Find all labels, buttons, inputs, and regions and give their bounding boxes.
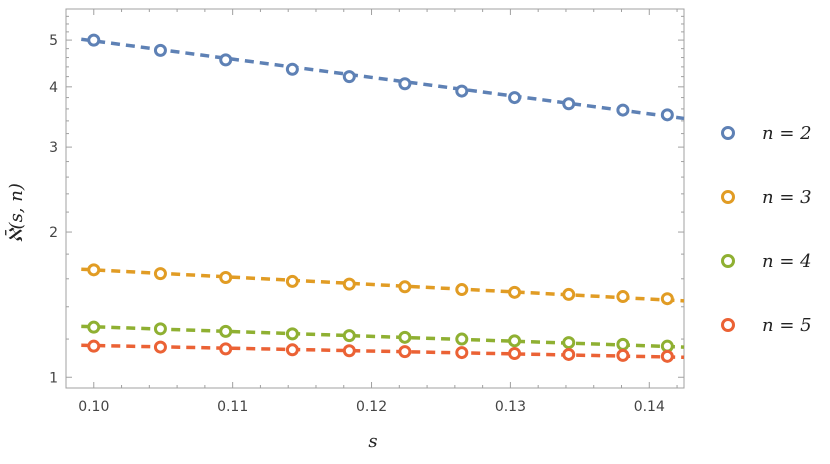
data-point [660,292,674,306]
data-point [153,340,167,354]
data-point [87,339,101,353]
data-point [87,263,101,277]
data-point [398,330,412,344]
legend-label: n = 3 [762,187,812,208]
data-point [398,280,412,294]
data-point [508,91,522,105]
x-tick-label: 0.11 [217,399,248,415]
data-point [616,337,630,351]
data-point [616,290,630,304]
data-point [153,322,167,336]
data-point [87,33,101,47]
data-point [342,277,356,291]
legend-label: n = 2 [762,123,812,144]
data-point [660,349,674,363]
x-tick-label: 0.13 [495,399,526,415]
plot-frame [65,8,685,389]
data-point [562,347,576,361]
data-point [342,329,356,343]
data-point [285,343,299,357]
series-layer [81,33,685,363]
data-point [342,70,356,84]
legend: n = 2 n = 3 n = 4 n = 5 [721,123,812,336]
legend-label: n = 5 [762,315,812,336]
x-tick-label: 0.10 [78,399,109,415]
data-point [508,347,522,361]
data-point [660,108,674,122]
data-point [455,332,469,346]
data-point [660,339,674,353]
series-fit-line [81,343,685,360]
data-point [285,327,299,341]
legend-label: n = 4 [762,251,812,272]
x-tick-label: 0.12 [356,399,387,415]
y-tick-label: 5 [49,33,58,49]
y-tick-label: 3 [49,140,58,156]
data-point [398,77,412,91]
y-tick-label: 2 [49,225,58,241]
data-point [219,324,233,338]
data-point [219,342,233,356]
legend-marker [721,254,735,268]
series-fit-line [81,267,685,303]
series-fit-line [81,324,685,349]
data-point [219,270,233,284]
data-point [616,103,630,117]
data-point [153,267,167,281]
axis-ticks: 0.10 0.11 0.12 0.13 0.14 1 2 3 4 5 [49,9,684,415]
legend-marker [721,318,735,332]
data-point [616,348,630,362]
legend-marker [721,190,735,204]
data-point [508,285,522,299]
y-axis-title: ℵ̄(s, n) [5,183,27,243]
data-point [562,287,576,301]
series-fit-line [81,37,685,121]
data-point [562,97,576,111]
data-point [285,62,299,76]
data-point [153,43,167,57]
y-tick-label: 1 [49,370,58,386]
y-tick-label: 4 [49,80,58,96]
data-point [562,336,576,350]
data-point [285,274,299,288]
x-tick-label: 0.14 [634,399,665,415]
data-point [508,334,522,348]
data-point [455,346,469,360]
data-point [87,320,101,334]
data-point [455,283,469,297]
legend-marker [721,126,735,140]
data-point [398,345,412,359]
data-point [219,53,233,67]
data-point [342,344,356,358]
data-point [455,84,469,98]
x-axis-title: s [368,431,377,452]
